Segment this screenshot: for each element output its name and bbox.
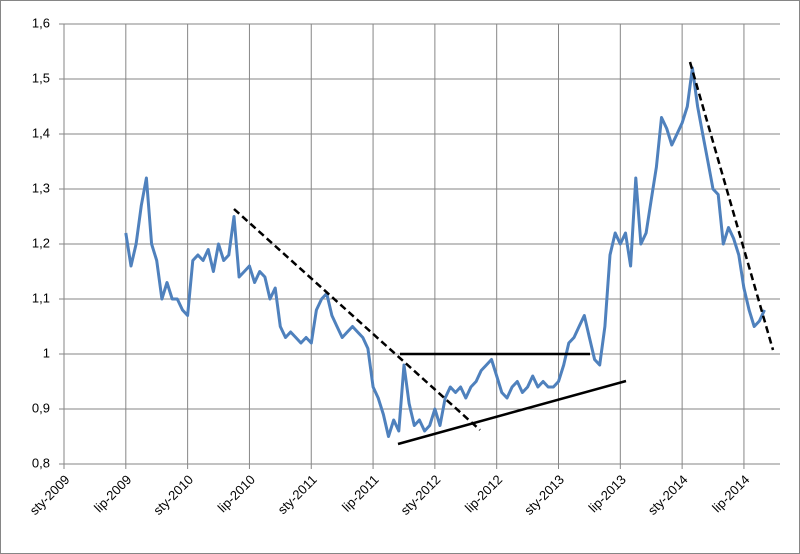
series-line bbox=[124, 66, 766, 438]
y-tick-label: 1,3 bbox=[32, 180, 50, 195]
trend-line bbox=[688, 61, 775, 351]
trend-line bbox=[397, 379, 627, 446]
y-tick-label: 0,9 bbox=[32, 400, 50, 415]
trend-lines bbox=[233, 61, 775, 446]
y-tick-label: 1,4 bbox=[32, 125, 50, 140]
y-tick-label: 0,8 bbox=[32, 455, 50, 470]
y-tick-label: 1,1 bbox=[32, 290, 50, 305]
plot bbox=[124, 66, 766, 438]
y-tick-label: 1,5 bbox=[32, 70, 50, 85]
y-tick-label: 1 bbox=[43, 345, 50, 360]
y-tick-label: 1,6 bbox=[32, 15, 50, 30]
y-tick-label: 1,2 bbox=[32, 235, 50, 250]
trend-line bbox=[233, 208, 481, 431]
